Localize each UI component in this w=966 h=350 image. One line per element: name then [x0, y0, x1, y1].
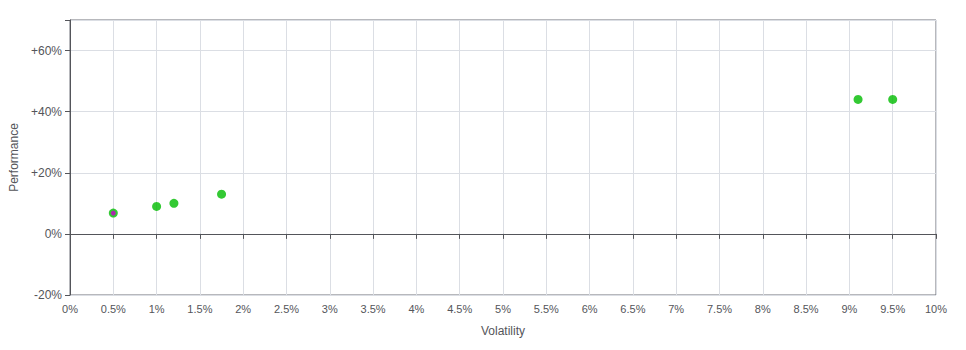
svg-text:8.5%: 8.5% — [794, 303, 819, 315]
svg-text:7.5%: 7.5% — [707, 303, 732, 315]
svg-text:1%: 1% — [149, 303, 165, 315]
svg-text:6.5%: 6.5% — [620, 303, 645, 315]
svg-text:6%: 6% — [582, 303, 598, 315]
svg-text:0%: 0% — [62, 303, 78, 315]
svg-text:+40%: +40% — [31, 105, 62, 119]
svg-text:5%: 5% — [495, 303, 511, 315]
svg-text:3%: 3% — [322, 303, 338, 315]
svg-text:+20%: +20% — [31, 166, 62, 180]
svg-text:4%: 4% — [408, 303, 424, 315]
svg-text:8%: 8% — [755, 303, 771, 315]
svg-text:9%: 9% — [841, 303, 857, 315]
svg-text:Volatility: Volatility — [481, 324, 525, 338]
svg-text:9.5%: 9.5% — [880, 303, 905, 315]
svg-text:1.5%: 1.5% — [187, 303, 212, 315]
svg-text:3.5%: 3.5% — [361, 303, 386, 315]
svg-text:2.5%: 2.5% — [274, 303, 299, 315]
svg-text:10%: 10% — [925, 303, 947, 315]
svg-text:0%: 0% — [45, 227, 63, 241]
svg-text:4.5%: 4.5% — [447, 303, 472, 315]
svg-text:Performance: Performance — [7, 123, 21, 192]
svg-text:7%: 7% — [668, 303, 684, 315]
svg-text:-20%: -20% — [34, 288, 62, 302]
svg-text:0.5%: 0.5% — [101, 303, 126, 315]
svg-text:5.5%: 5.5% — [534, 303, 559, 315]
svg-text:2%: 2% — [235, 303, 251, 315]
svg-text:+60%: +60% — [31, 44, 62, 58]
